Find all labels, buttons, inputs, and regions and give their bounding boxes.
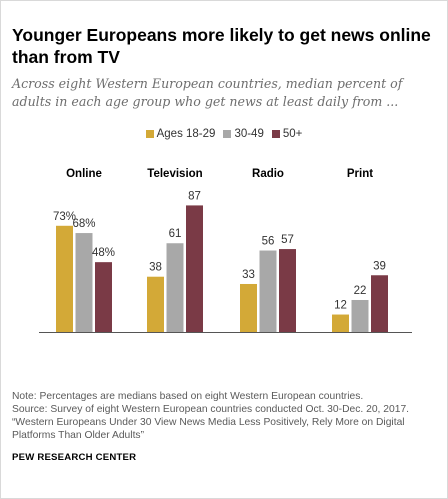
legend-label-30-49: 30-49 [234, 128, 264, 140]
bar-online-30-49 [75, 233, 93, 332]
legend-item-ages-18-29: Ages 18-29 [145, 128, 216, 140]
chart-subtitle: Across eight Western European countries,… [12, 76, 403, 109]
category-label-radio: Radio [252, 168, 284, 180]
value-label-radio-30-49: 56 [262, 236, 275, 248]
value-label-online-50-plus: 48% [92, 247, 115, 259]
bar-print-ages-18-29 [332, 314, 349, 332]
category-label-print: Print [347, 168, 373, 180]
legend-swatch-50-plus [271, 130, 280, 138]
bar-print-50-plus [371, 275, 388, 332]
report-title-text: “Western Europeans Under 30 View News Me… [12, 417, 405, 441]
legend-label-50-plus: 50+ [282, 128, 303, 140]
bar-radio-ages-18-29 [240, 283, 257, 332]
value-label-online-ages-18-29: 73% [53, 211, 76, 223]
value-label-print-30-49: 22 [354, 285, 367, 297]
chart-legend: Ages 18-29 30-49 50+ [0, 128, 448, 140]
value-label-print-ages-18-29: 12 [334, 300, 347, 312]
value-label-television-ages-18-29: 38 [149, 262, 162, 274]
legend-swatch-ages-18-29 [145, 130, 154, 138]
bar-online-50-plus [95, 262, 112, 332]
bar-radio-30-49 [259, 250, 277, 332]
value-label-radio-ages-18-29: 33 [242, 269, 255, 281]
chart-notes: Note: Percentages are medians based on e… [12, 390, 440, 442]
value-label-print-50-plus: 39 [373, 260, 386, 272]
value-label-television-30-49: 61 [169, 228, 182, 240]
legend-item-50-plus: 50+ [271, 128, 303, 140]
category-label-online: Online [66, 168, 102, 180]
bar-online-ages-18-29 [56, 225, 73, 332]
legend-swatch-30-49 [223, 130, 232, 138]
value-label-radio-50-plus: 57 [281, 234, 294, 246]
value-label-television-50-plus: 87 [188, 190, 201, 202]
bar-print-30-49 [351, 299, 369, 332]
source-text: Source: Survey of eight Western European… [12, 404, 410, 415]
bar-television-30-49 [166, 243, 184, 332]
category-label-television: Television [147, 168, 202, 180]
bar-television-ages-18-29 [147, 276, 164, 332]
pew-research-center-logo: PEW RESEARCH CENTER [12, 452, 137, 463]
note-text: Note: Percentages are medians based on e… [12, 391, 364, 402]
chart-title: Younger Europeans more likely to get new… [12, 25, 431, 67]
legend-label-ages-18-29: Ages 18-29 [156, 128, 216, 140]
value-label-online-30-49: 68% [72, 218, 95, 230]
bar-radio-50-plus [279, 249, 296, 332]
legend-item-30-49: 30-49 [223, 128, 264, 140]
bar-television-50-plus [186, 205, 203, 332]
